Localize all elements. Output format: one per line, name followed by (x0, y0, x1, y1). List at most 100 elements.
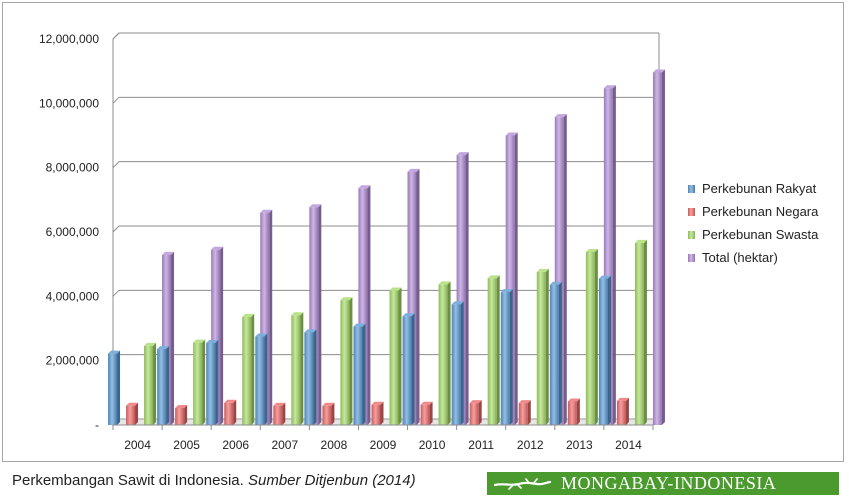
mongabay-logo-bar: MONGABAY-INDONESIA (487, 472, 839, 495)
bar-side-perkebunan-negara (282, 402, 286, 425)
bar-side-perkebunan-negara (233, 399, 237, 425)
bar-top-perkebunan-swasta (536, 268, 549, 272)
bar-side-perkebunan-rakyat (264, 333, 268, 425)
bar-side-perkebunan-negara (527, 400, 531, 425)
bar-side-perkebunan-swasta (545, 268, 549, 425)
bar-total-hektar- (505, 135, 515, 425)
bar-top-perkebunan-swasta (291, 312, 304, 316)
x-tick-label: 2007 (271, 438, 298, 452)
bar-side-perkebunan-negara (331, 402, 335, 425)
bar-top-perkebunan-swasta (389, 287, 402, 291)
gridline (112, 161, 659, 169)
x-tick-label: 2004 (124, 438, 151, 452)
bar-side-perkebunan-rakyat (362, 323, 366, 425)
bar-total-hektar- (554, 117, 564, 425)
bar-top-total-hektar- (505, 132, 518, 136)
bar-perkebunan-rakyat (500, 292, 510, 425)
bar-top-perkebunan-negara (567, 398, 580, 402)
bar-perkebunan-swasta (144, 345, 154, 425)
bar-perkebunan-rakyat (598, 278, 608, 425)
legend-label: Perkebunan Negara (702, 204, 819, 219)
gridline (112, 96, 659, 104)
legend-swatch (688, 208, 695, 216)
bar-total-hektar- (652, 72, 662, 425)
lizard-icon (493, 477, 552, 490)
bar-perkebunan-swasta (536, 271, 546, 425)
bar-top-perkebunan-rakyat (353, 323, 366, 327)
bar-top-perkebunan-negara (273, 402, 286, 406)
bar-top-total-hektar- (554, 114, 567, 118)
bar-perkebunan-rakyat (549, 284, 559, 425)
bar-perkebunan-rakyat (304, 332, 314, 425)
bar-side-perkebunan-negara (429, 401, 433, 425)
bar-side-perkebunan-swasta (300, 312, 304, 425)
legend-swatch (688, 185, 695, 193)
bar-top-perkebunan-swasta (242, 313, 255, 317)
bar-side-perkebunan-swasta (643, 239, 647, 425)
bar-side-total-hektar- (563, 114, 567, 425)
bar-side-perkebunan-rakyat (607, 275, 611, 425)
bar-total-hektar- (309, 207, 319, 425)
legend-label: Perkebunan Rakyat (702, 181, 817, 196)
bar-top-total-hektar- (407, 168, 420, 172)
bar-top-perkebunan-negara (224, 399, 237, 403)
bar-top-total-hektar- (309, 204, 322, 208)
legend-swatch (688, 231, 695, 239)
bar-top-perkebunan-swasta (193, 339, 206, 343)
bar-top-perkebunan-rakyat (255, 333, 268, 337)
bar-perkebunan-rakyat (255, 336, 265, 425)
y-tick-label: 4,000,000 (46, 289, 100, 303)
bar-perkebunan-negara (322, 405, 332, 425)
bar-top-perkebunan-swasta (144, 342, 157, 346)
bar-total-hektar- (162, 254, 172, 425)
y-tick-label: 10,000,000 (39, 96, 99, 110)
bar-perkebunan-negara (567, 401, 577, 425)
bar-side-perkebunan-swasta (349, 297, 353, 425)
gridline (112, 225, 659, 233)
gridline (112, 289, 659, 297)
bar-perkebunan-swasta (438, 284, 448, 425)
bar-perkebunan-negara (273, 405, 283, 425)
bar-total-hektar- (603, 88, 613, 425)
bar-top-perkebunan-rakyat (157, 346, 170, 350)
bar-side-total-hektar- (220, 246, 224, 425)
caption-text: Perkembangan Sawit di Indonesia. (12, 472, 248, 489)
bar-perkebunan-rakyat (108, 353, 118, 425)
bar-side-perkebunan-negara (184, 404, 188, 425)
legend-swatch (688, 254, 695, 262)
x-tick-label: 2012 (517, 438, 544, 452)
bar-top-perkebunan-negara (126, 402, 139, 406)
bar-top-perkebunan-rakyat (500, 289, 513, 293)
bar-perkebunan-rakyat (451, 304, 461, 425)
bar-side-perkebunan-swasta (202, 339, 206, 425)
chart-frame: - 2,000,000 4,000,000 6,000,000 8,000,000 10,… (2, 2, 844, 462)
figure-caption: Perkembangan Sawit di Indonesia. Sumber … (12, 472, 416, 489)
bar-perkebunan-swasta (291, 315, 301, 425)
bar-side-total-hektar- (269, 209, 273, 425)
bar-top-perkebunan-rakyat (549, 281, 562, 285)
bar-perkebunan-swasta (340, 300, 350, 425)
bar-side-perkebunan-negara (576, 398, 580, 425)
bar-perkebunan-rakyat (353, 326, 363, 425)
bar-top-perkebunan-rakyat (451, 301, 464, 305)
bar-perkebunan-negara (224, 402, 234, 425)
bar-side-total-hektar- (514, 132, 518, 425)
bar-side-perkebunan-swasta (251, 313, 255, 425)
bar-side-perkebunan-rakyat (509, 289, 513, 425)
bar-side-perkebunan-rakyat (460, 301, 464, 425)
bar-side-total-hektar- (416, 168, 420, 425)
bar-top-perkebunan-negara (371, 401, 384, 405)
bar-total-hektar- (358, 188, 368, 425)
bar-total-hektar- (407, 171, 417, 425)
bar-side-total-hektar- (318, 204, 322, 425)
caption-source: Sumber Ditjenbun (2014) (247, 472, 416, 489)
bar-top-perkebunan-negara (518, 400, 531, 404)
bar-side-perkebunan-negara (625, 397, 629, 425)
x-tick-label: 2006 (222, 438, 249, 452)
bar-top-perkebunan-rakyat (108, 350, 121, 354)
bar-top-perkebunan-negara (469, 400, 482, 404)
bar-side-perkebunan-swasta (594, 248, 598, 425)
bar-side-perkebunan-negara (380, 401, 384, 425)
y-tick-label: - (95, 418, 99, 432)
x-tick-label: 2014 (615, 438, 642, 452)
